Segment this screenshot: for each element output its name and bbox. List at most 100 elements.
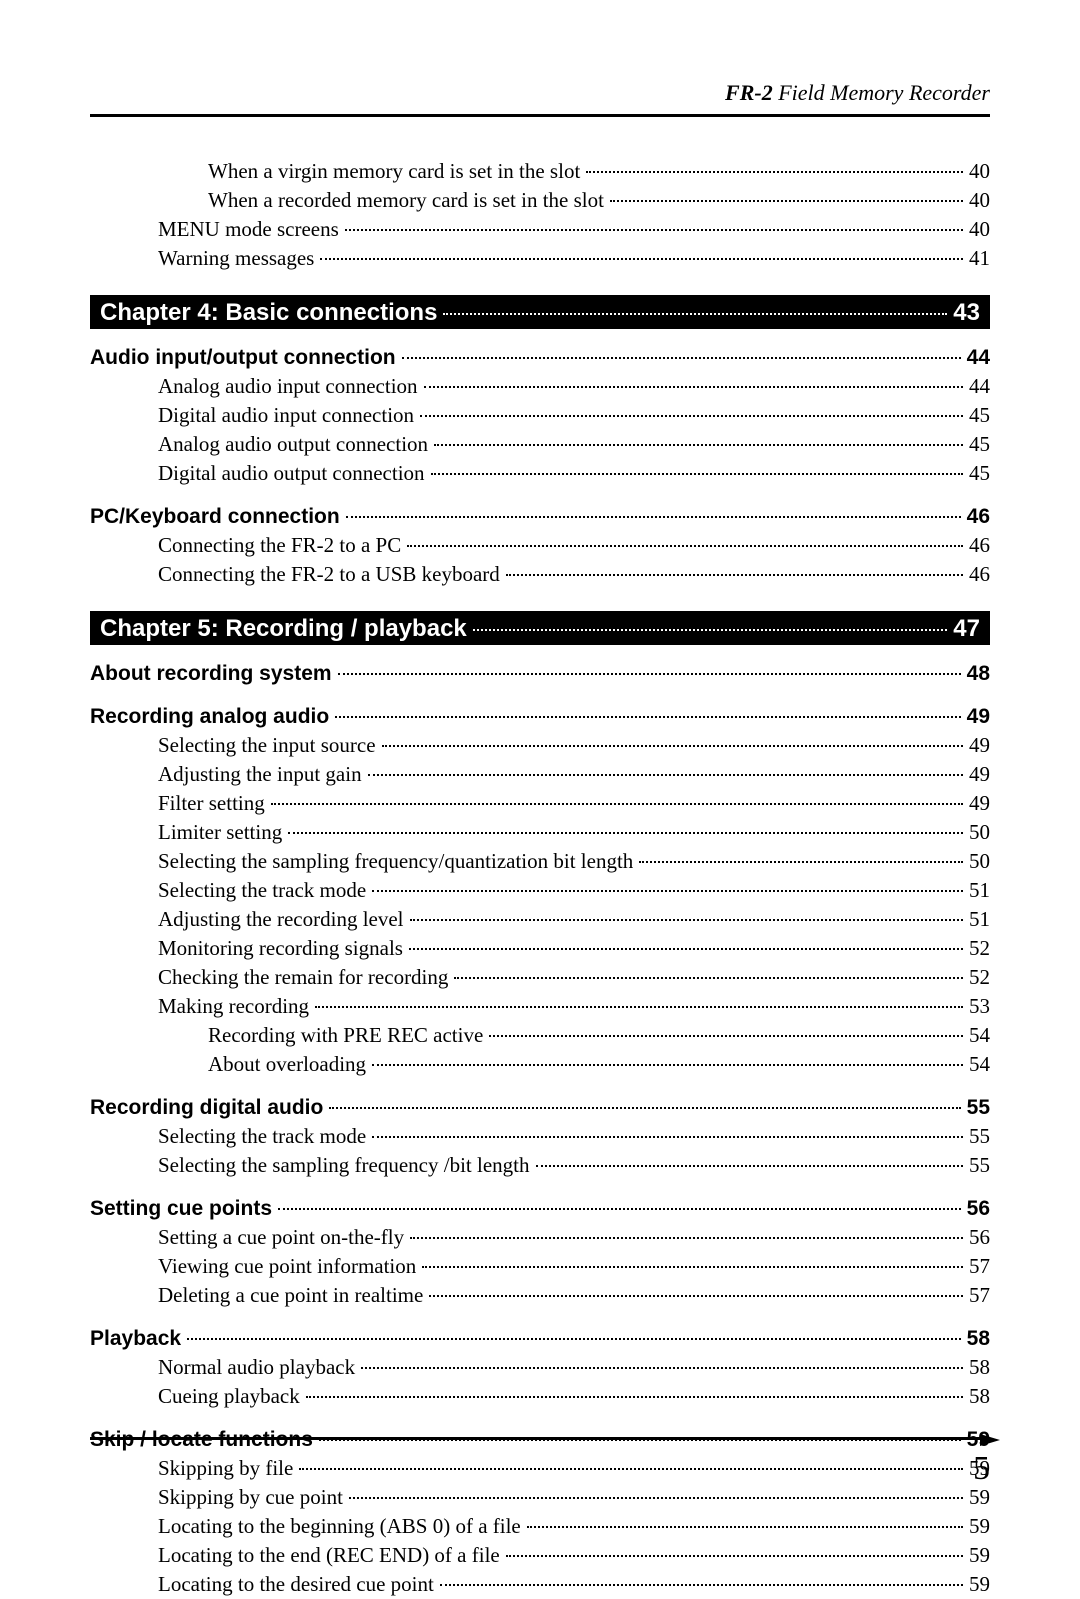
toc-leader-dots [429,1295,963,1297]
toc-entry: Viewing cue point information57 [90,1252,990,1281]
toc-page: 54 [965,1021,990,1050]
table-of-contents: When a virgin memory card is set in the … [90,157,990,1599]
toc-label: Limiter setting [158,818,286,847]
toc-leader-dots [320,258,963,260]
toc-label: Connecting the FR-2 to a PC [158,531,405,560]
toc-entry: Deleting a cue point in realtime57 [90,1281,990,1310]
toc-label: Skipping by cue point [158,1483,347,1512]
toc-leader-dots [345,229,963,231]
toc-label: Selecting the track mode [158,876,370,905]
toc-leader-dots [299,1468,963,1470]
toc-page: 58 [963,1324,990,1353]
toc-page: 49 [965,789,990,818]
toc-label: About overloading [208,1050,370,1079]
section-heading: Setting cue points56 [90,1194,990,1223]
toc-page: 59 [965,1541,990,1570]
toc-label: Digital audio input connection [158,401,418,430]
toc-label: Deleting a cue point in realtime [158,1281,427,1310]
toc-leader-dots [410,1237,963,1239]
toc-page: 55 [963,1093,990,1122]
toc-label: Selecting the input source [158,731,380,760]
toc-page: 51 [965,905,990,934]
chapter-heading: Chapter 5: Recording / playback47 [90,611,990,645]
toc-leader-dots [329,1107,960,1109]
toc-label: PC/Keyboard connection [90,502,344,531]
toc-leader-dots [315,1006,963,1008]
toc-leader-dots [288,832,963,834]
toc-leader-dots [407,545,963,547]
toc-leader-dots [586,171,963,173]
toc-leader-dots [434,444,963,446]
toc-entry: Connecting the FR-2 to a PC46 [90,531,990,560]
toc-entry: Selecting the track mode55 [90,1122,990,1151]
toc-entry: Adjusting the input gain49 [90,760,990,789]
toc-leader-dots [187,1338,961,1340]
toc-page: 43 [949,299,980,327]
arrow-icon [980,1434,1000,1446]
toc-label: Making recording [158,992,313,1021]
toc-label: Audio input/output connection [90,343,400,372]
toc-page: 50 [965,818,990,847]
toc-entry: Setting a cue point on-the-fly 56 [90,1223,990,1252]
toc-entry: Digital audio input connection45 [90,401,990,430]
toc-leader-dots [278,1208,961,1210]
toc-entry: Checking the remain for recording52 [90,963,990,992]
toc-page: 48 [963,659,990,688]
header-title: FR-2 Field Memory Recorder [90,80,990,106]
toc-label: Setting a cue point on-the-fly [158,1223,408,1252]
toc-leader-dots [382,745,963,747]
toc-page: 49 [963,702,990,731]
toc-page: 54 [965,1050,990,1079]
toc-leader-dots [372,1136,963,1138]
toc-page: 58 [965,1353,990,1382]
toc-leader-dots [639,861,963,863]
toc-entry: Analog audio input connection44 [90,372,990,401]
toc-page: 40 [965,157,990,186]
toc-entry: Selecting the sampling frequency /bit le… [90,1151,990,1180]
toc-entry: Locating to the desired cue point59 [90,1570,990,1599]
toc-page: 59 [965,1512,990,1541]
toc-label: Recording with PRE REC active [208,1021,487,1050]
toc-entry: Making recording 53 [90,992,990,1021]
toc-label: Locating to the beginning (ABS 0) of a f… [158,1512,525,1541]
toc-label: Chapter 4: Basic connections [100,299,441,327]
toc-leader-dots [271,803,963,805]
toc-leader-dots [610,200,963,202]
toc-page: 55 [965,1151,990,1180]
toc-label: Selecting the track mode [158,1122,370,1151]
toc-leader-dots [506,574,963,576]
toc-label: Filter setting [158,789,269,818]
toc-leader-dots [346,516,961,518]
toc-label: Adjusting the input gain [158,760,366,789]
toc-leader-dots [410,919,963,921]
bottom-rule [90,1437,990,1440]
toc-leader-dots [473,629,948,631]
toc-label: Normal audio playback [158,1353,359,1382]
toc-label: When a recorded memory card is set in th… [208,186,608,215]
header-model: FR-2 [725,80,773,105]
toc-page: 45 [965,459,990,488]
toc-entry: Locating to the beginning (ABS 0) of a f… [90,1512,990,1541]
top-rule [90,114,990,117]
toc-entry: Selecting the sampling frequency/quantiz… [90,847,990,876]
toc-label: Cueing playback [158,1382,304,1411]
toc-label: Selecting the sampling frequency /bit le… [158,1151,534,1180]
section-heading: Recording digital audio55 [90,1093,990,1122]
toc-page: 56 [965,1223,990,1252]
header-desc: Field Memory Recorder [778,80,990,105]
toc-leader-dots [409,948,963,950]
toc-entry: Locating to the end (REC END) of a file5… [90,1541,990,1570]
toc-page: 40 [965,215,990,244]
toc-page: 51 [965,876,990,905]
toc-page: 46 [965,560,990,589]
section-heading: Recording analog audio49 [90,702,990,731]
toc-entry: Selecting the input source49 [90,731,990,760]
toc-entry: Skipping by cue point59 [90,1483,990,1512]
page: FR-2 Field Memory Recorder When a virgin… [0,0,1080,1528]
toc-page: 53 [965,992,990,1021]
toc-page: 44 [963,343,990,372]
toc-leader-dots [368,774,963,776]
toc-label: Monitoring recording signals [158,934,407,963]
toc-label: Checking the remain for recording [158,963,452,992]
toc-label: Analog audio output connection [158,430,432,459]
